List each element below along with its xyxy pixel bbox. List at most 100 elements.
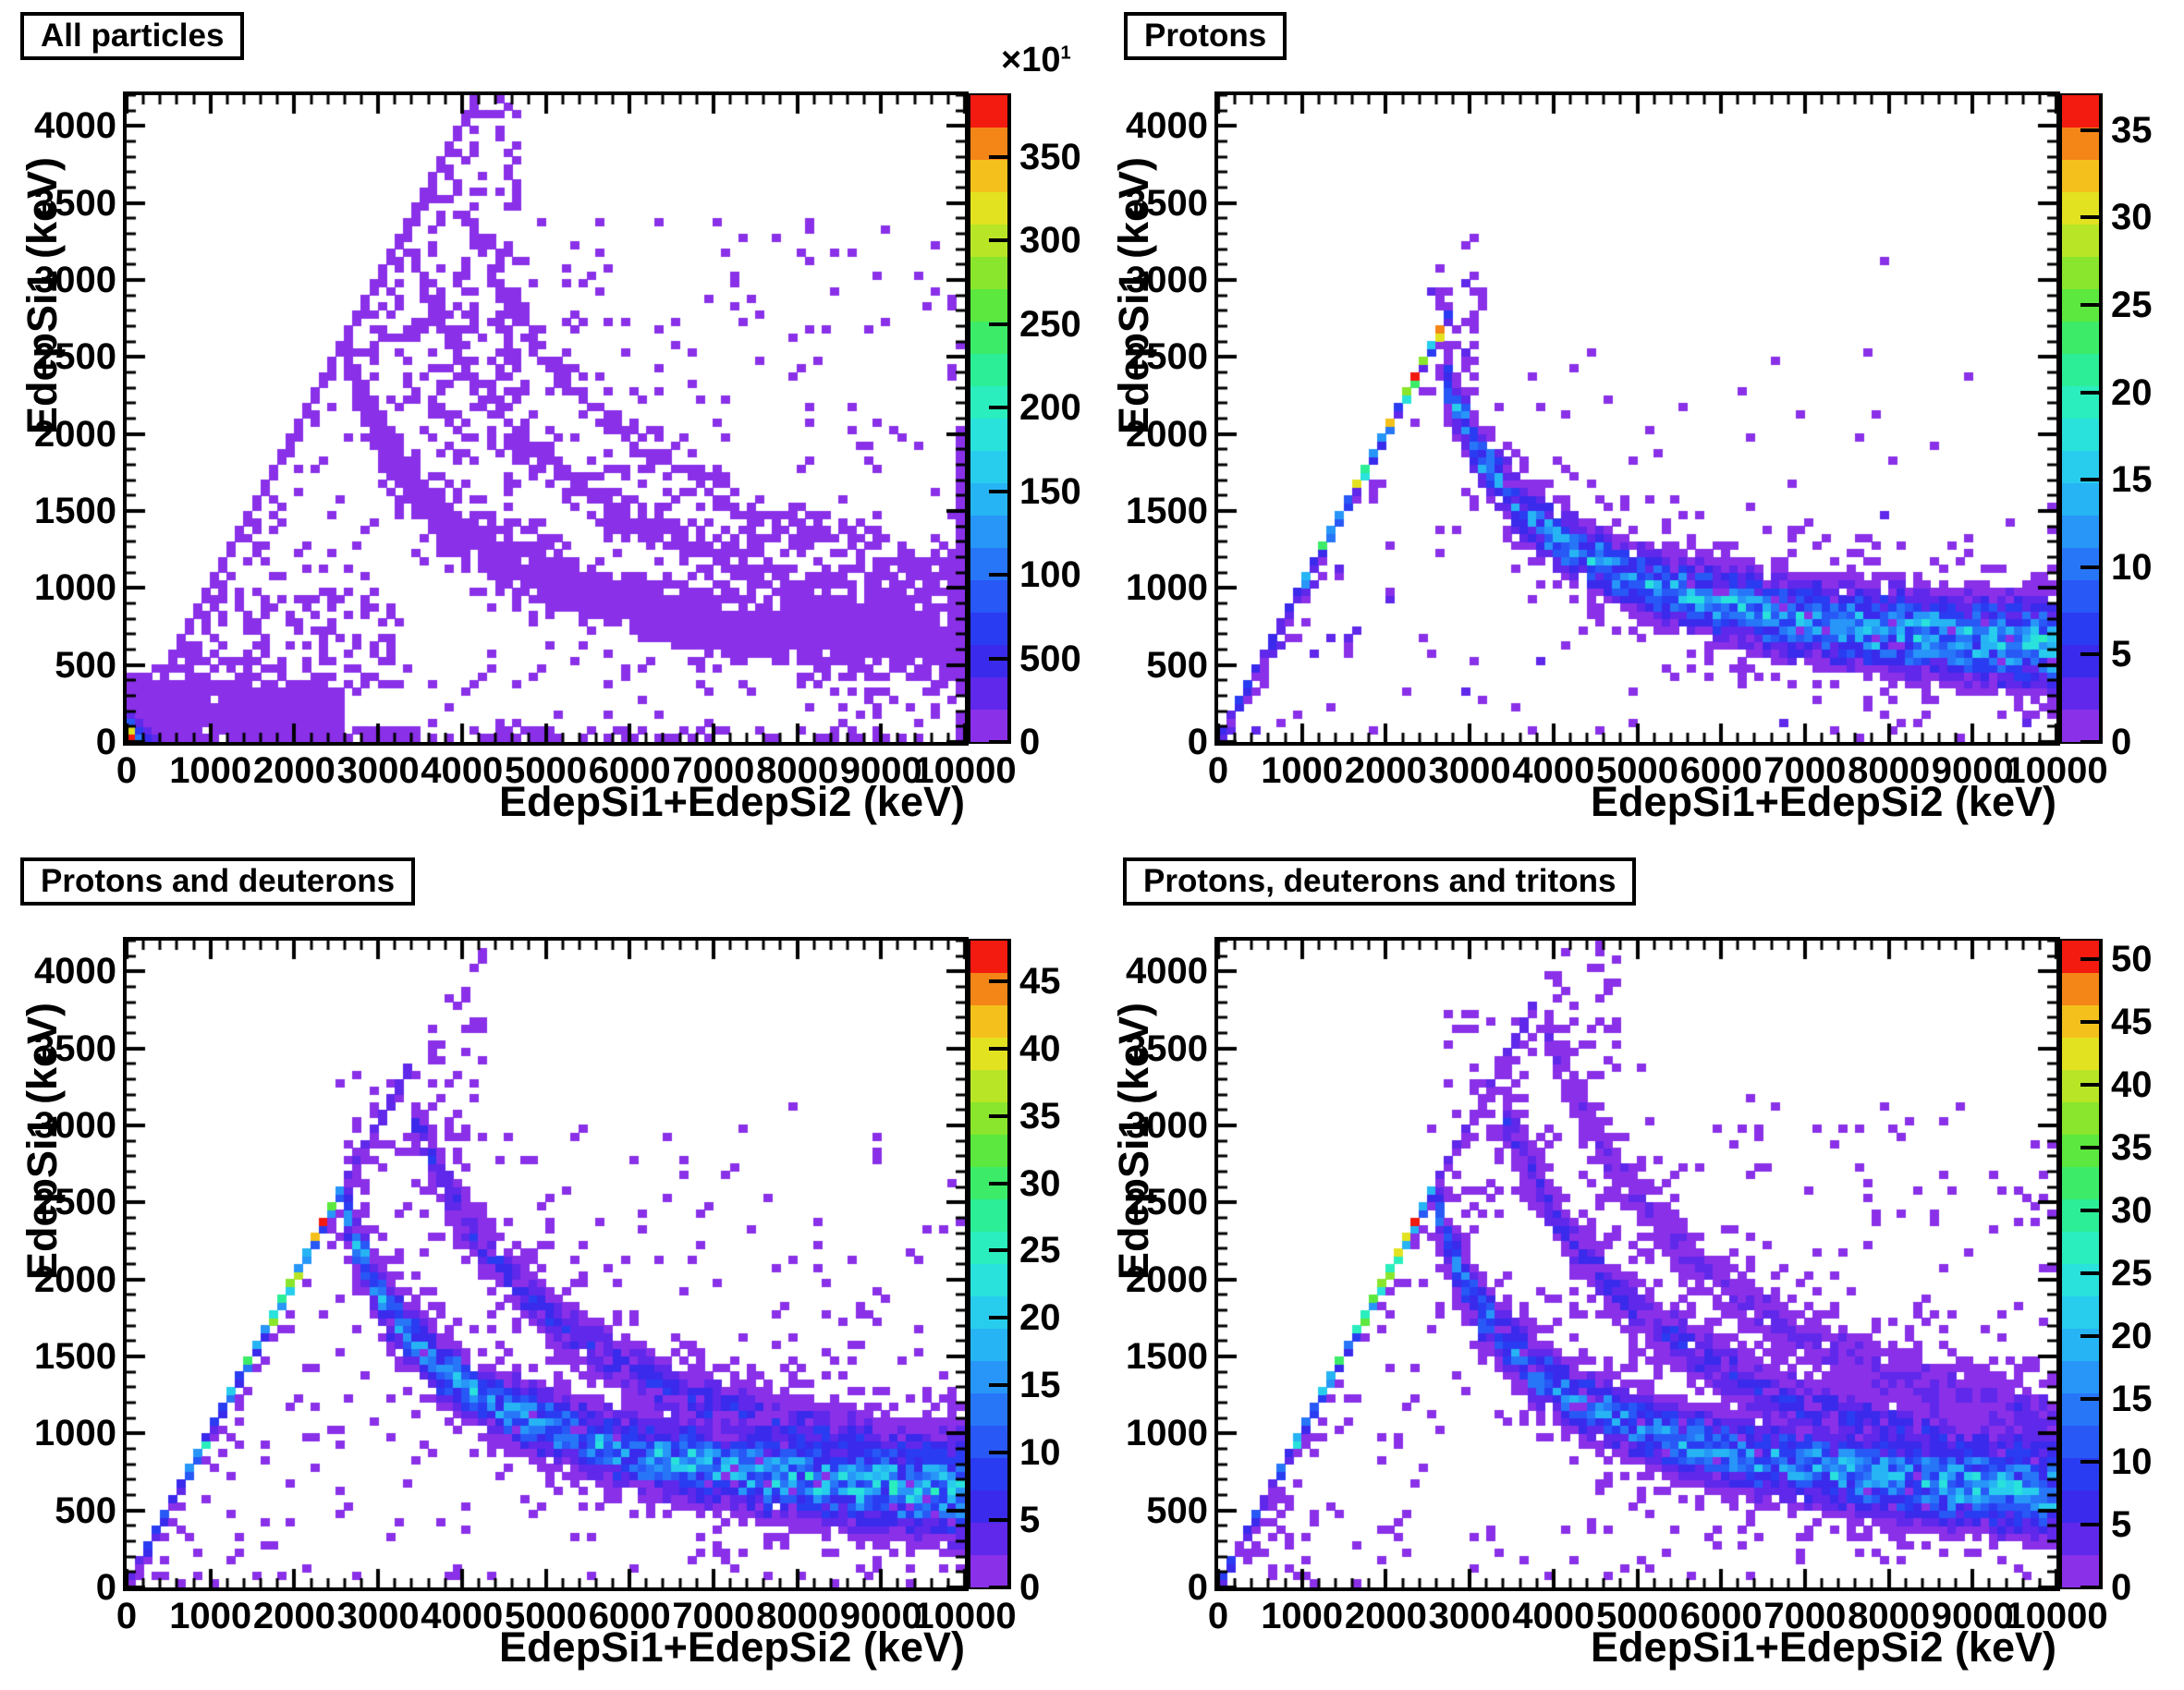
x-tick-label: 2000 [1344,750,1427,791]
colorbar-tick [989,979,1009,983]
exponent-power: 1 [1060,43,1071,64]
colorbar-tick [989,406,1009,410]
histogram-canvas [1218,95,2056,742]
x-tick-label: 1000 [169,1596,252,1636]
colorbar-tick-label: 100 [1019,554,1081,596]
colorbar-tick-label: 0 [2111,722,2132,762]
x-tick-label: 6000 [588,1596,671,1636]
colorbar-tick-label: 0 [1019,722,1041,762]
x-tick-label: 10000 [2005,1596,2108,1636]
plot-title: All particles [41,18,225,54]
colorbar-tick-label: 30 [2111,1190,2153,1232]
colorbar-tick [2080,1586,2101,1589]
colorbar-tick-label: 350 [1019,136,1081,177]
colorbar-tick [2080,303,2101,308]
x-axis-title: EdepSi1+EdepSi2 (keV) [1591,1623,2056,1671]
y-tick-label: 3000 [1126,260,1208,300]
colorbar-tick-label: 25 [2111,1253,2153,1295]
colorbar-tick [2080,478,2101,482]
colorbar-tick [2080,1523,2101,1527]
y-tick-label: 0 [95,722,116,762]
histogram-canvas [127,95,965,742]
colorbar-tick [989,489,1009,493]
x-tick-label: 2000 [252,750,336,791]
x-tick-label: 5000 [505,750,587,791]
x-tick-label: 5000 [1596,1596,1678,1636]
colorbar-tick [989,154,1009,159]
colorbar-tick-label: 25 [1019,1230,1061,1271]
colorbar-tick-label: 300 [1019,220,1081,261]
plot-title-box: Protons, deuterons and tritons [1123,857,1637,906]
y-tick-label: 1000 [34,1413,116,1454]
x-tick-label: 7000 [672,1596,755,1636]
y-tick-label: 0 [1187,1567,1208,1608]
x-tick-label: 8000 [1848,1596,1931,1636]
colorbar [2060,939,2103,1589]
y-tick-label: 4000 [34,105,116,147]
x-tick-label: 3000 [1428,750,1511,791]
y-tick-label: 4000 [1126,105,1208,147]
y-tick-label: 3000 [34,260,116,300]
x-tick-label: 4000 [421,1596,504,1636]
x-tick-label: 1000 [1261,750,1344,791]
colorbar-tick [2080,390,2101,395]
x-tick-label: 0 [116,750,138,791]
x-tick-label: 8000 [756,750,839,791]
colorbar-tick-label: 5 [2111,634,2132,675]
x-tick-label: 3000 [336,1596,420,1636]
colorbar-tick [2080,1083,2101,1088]
x-tick-label: 9000 [1931,1596,2014,1636]
plot-title: Protons, deuterons and tritons [1143,863,1617,899]
y-tick-label: 1000 [34,567,116,609]
colorbar-tick-label: 35 [1019,1095,1061,1137]
colorbar-tick [2080,1271,2101,1276]
colorbar-tick [2080,1397,2101,1402]
plot-title: Protons [1144,18,1267,54]
x-tick-label: 2000 [252,1596,336,1636]
colorbar-tick-label: 25 [2111,285,2153,326]
colorbar-tick [2080,565,2101,569]
colorbar-tick [2080,652,2101,657]
colorbar-tick [989,1046,1009,1051]
colorbar-tick [989,1113,1009,1118]
y-tick-label: 2000 [1126,1258,1208,1300]
colorbar-tick-label: 35 [2111,1127,2153,1169]
colorbar-tick [989,656,1009,661]
colorbar [2060,93,2103,744]
colorbar-tick-label: 15 [2111,459,2153,501]
colorbar-tick [2080,1460,2101,1465]
colorbar-tick-label: 5 [2111,1504,2132,1546]
y-tick-label: 3500 [1126,182,1208,224]
colorbar-tick-label: 15 [2111,1379,2153,1420]
y-tick-label: 2500 [34,1182,116,1223]
x-tick-label: 9000 [1931,750,2014,791]
y-tick-label: 0 [95,1567,116,1608]
panel-all-particles: All particles EdepSi1 (keV) EdepSi1+Edep… [0,0,1092,845]
colorbar-tick-label: 20 [2111,1316,2153,1357]
x-axis-title: EdepSi1+EdepSi2 (keV) [499,1623,965,1671]
histogram-canvas [127,941,965,1587]
y-tick-label: 3500 [34,182,116,224]
colorbar-tick [989,1518,1009,1523]
colorbar-tick-label: 0 [2111,1567,2132,1608]
plot-title: Protons and deuterons [41,863,396,899]
colorbar-exponent: ×101 [1001,41,1071,80]
x-tick-label: 8000 [756,1596,839,1636]
x-tick-label: 4000 [1512,750,1595,791]
colorbar-tick-label: 45 [2111,1002,2153,1043]
colorbar-tick [2080,1334,2101,1339]
x-tick-label: 7000 [672,750,755,791]
x-tick-label: 10000 [913,1596,1017,1636]
x-tick-label: 0 [1207,1596,1229,1636]
colorbar-tick-label: 50 [2111,939,2153,980]
colorbar [969,939,1011,1589]
colorbar-tick [989,1451,1009,1455]
colorbar-tick-label: 45 [1019,960,1061,1002]
y-tick-label: 500 [1146,644,1208,686]
panel-protons-deuterons: Protons and deuterons EdepSi1 (keV) Edep… [0,845,1092,1690]
x-tick-label: 0 [1207,750,1229,791]
x-tick-label: 8000 [1848,750,1931,791]
x-axis-title: EdepSi1+EdepSi2 (keV) [499,778,965,825]
panel-protons: Protons EdepSi1 (keV) EdepSi1+EdepSi2 (k… [1092,0,2183,845]
plot-frame [123,91,969,746]
